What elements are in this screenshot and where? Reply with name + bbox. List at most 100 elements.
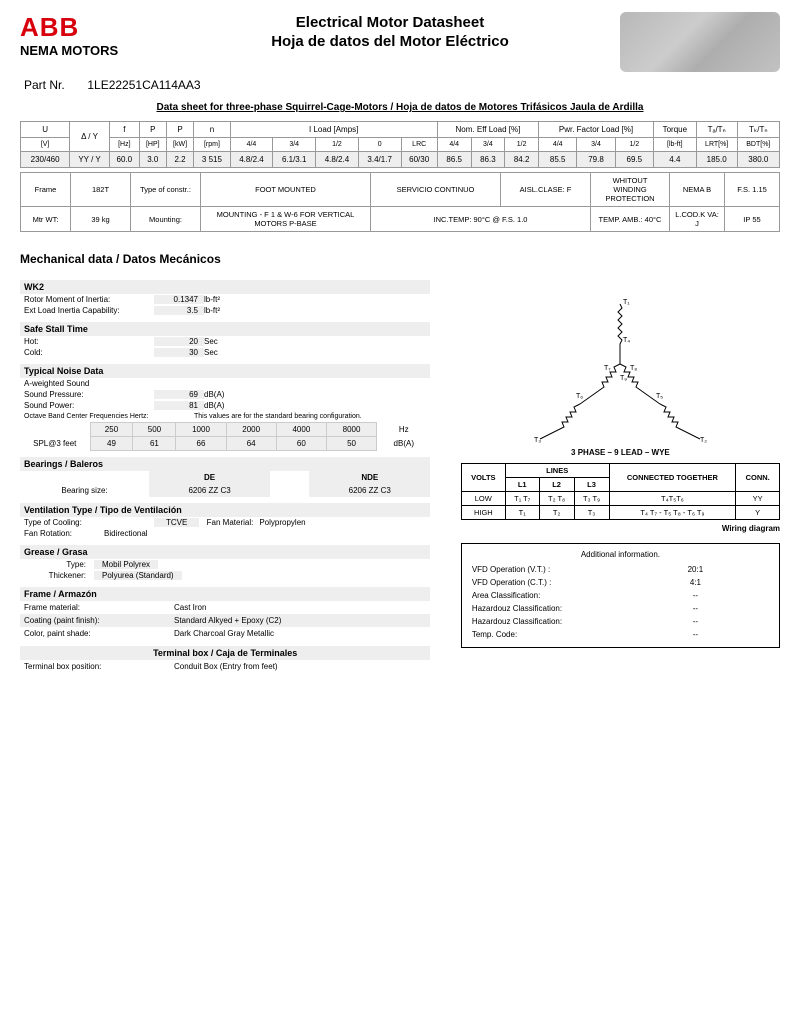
noise-heading: Typical Noise Data bbox=[20, 364, 430, 378]
subhdr-8: 1/2 bbox=[316, 138, 359, 152]
bearings-heading: Bearings / Baleros bbox=[20, 457, 430, 471]
grease-heading: Grease / Grasa bbox=[20, 545, 430, 559]
octfreq-0: 250 bbox=[90, 423, 133, 437]
hdr-p1: P bbox=[139, 122, 166, 138]
title-en: Electrical Motor Datasheet bbox=[160, 14, 620, 31]
addl-k-1: VFD Operation (C.T.) : bbox=[472, 578, 622, 587]
cell-4: 2.2 bbox=[166, 152, 194, 168]
part-number: 1LE22251CA114AA3 bbox=[87, 78, 200, 92]
addl-k-3: Hazardouz Classification: bbox=[472, 604, 622, 613]
svg-text:T₈: T₈ bbox=[630, 365, 637, 372]
cell-0: 230/460 bbox=[21, 152, 70, 168]
wirehigh-5: Y bbox=[736, 506, 780, 520]
info2-4: INC.TEMP: 90°C @ F.S. 1.0 bbox=[371, 207, 591, 232]
subhdr-6: 4/4 bbox=[230, 138, 273, 152]
cell-6: 4.8/2.4 bbox=[230, 152, 273, 168]
hdr-f: f bbox=[109, 122, 139, 138]
subhdr-9: 0 bbox=[358, 138, 401, 152]
wire-lines-hdr: LINES bbox=[505, 464, 609, 478]
wire-l1: L1 bbox=[505, 478, 539, 492]
svg-text:T₂: T₂ bbox=[700, 437, 707, 444]
wk2-heading: WK2 bbox=[20, 280, 430, 294]
wirelow-0: LOW bbox=[461, 492, 505, 506]
info1-4: SERVICIO CONTINUO bbox=[371, 173, 501, 207]
addl-row-4: Hazardouz Classification:-- bbox=[472, 615, 769, 628]
bear-size-label: Bearing size: bbox=[20, 484, 149, 497]
octfreq-5: 8000 bbox=[326, 423, 376, 437]
rotor-inertia-unit: lb-ft² bbox=[204, 295, 244, 304]
ventilation-heading: Ventilation Type / Tipo de Ventilación bbox=[20, 503, 430, 517]
coating-value: Standard Alkyed + Epoxy (C2) bbox=[154, 616, 426, 625]
octfreq-4: 4000 bbox=[276, 423, 326, 437]
cell-12: 86.3 bbox=[471, 152, 505, 168]
info1-2: Type of constr.: bbox=[131, 173, 201, 207]
addl-v-2: -- bbox=[622, 591, 769, 600]
hot-unit: Sec bbox=[204, 337, 244, 346]
main-data-table: U Δ / Y f P P n I Load [Amps] Nom. Eff L… bbox=[20, 121, 780, 168]
subhdr-12: 3/4 bbox=[471, 138, 505, 152]
svg-text:T₅: T₅ bbox=[656, 393, 663, 400]
cold-label: Cold: bbox=[24, 348, 154, 357]
addl-v-5: -- bbox=[622, 630, 769, 639]
motor-image bbox=[620, 12, 780, 72]
safe-stall-heading: Safe Stall Time bbox=[20, 322, 430, 336]
coating-label: Coating (paint finish): bbox=[24, 616, 154, 625]
octval-3: 64 bbox=[226, 437, 276, 451]
wirehigh-1: T₁ bbox=[505, 506, 539, 520]
cell-11: 86.5 bbox=[437, 152, 471, 168]
hdr-pf: Pwr. Factor Load [%] bbox=[539, 122, 654, 138]
cell-16: 69.5 bbox=[615, 152, 653, 168]
cell-10: 60/30 bbox=[401, 152, 437, 168]
sound-power-value: 81 bbox=[154, 401, 204, 410]
wirehigh-0: HIGH bbox=[461, 506, 505, 520]
sound-pressure-unit: dB(A) bbox=[204, 390, 244, 399]
ext-load-value: 3.5 bbox=[154, 306, 204, 315]
octave-label: Octave Band Center Frequencies Hertz: bbox=[24, 413, 194, 420]
octave-note: This values are for the standard bearing… bbox=[194, 413, 362, 420]
octval-2: 66 bbox=[176, 437, 226, 451]
title-es: Hoja de datos del Motor Eléctrico bbox=[160, 33, 620, 50]
subhdr-15: 3/4 bbox=[577, 138, 615, 152]
subhdr-3: [HP] bbox=[139, 138, 166, 152]
cell-5: 3 515 bbox=[194, 152, 230, 168]
info1-1: 182T bbox=[71, 173, 131, 207]
bear-nde-value: 6206 ZZ C3 bbox=[309, 484, 430, 497]
oct-row-label: SPL@3 feet bbox=[20, 437, 90, 451]
grease-type-label: Type: bbox=[24, 560, 94, 569]
wirehigh-2: T₂ bbox=[539, 506, 574, 520]
sound-pressure-value: 69 bbox=[154, 390, 204, 399]
wye-diagram: T₁ T₄ T₇ T₈ T₉ T₆ T₅ T₃ T₂ bbox=[500, 294, 740, 444]
addl-v-0: 20:1 bbox=[622, 565, 769, 574]
addl-k-5: Temp. Code: bbox=[472, 630, 622, 639]
addl-row-3: Hazardouz Classification:-- bbox=[472, 602, 769, 615]
addl-row-1: VFD Operation (C.T.) :4:1 bbox=[472, 576, 769, 589]
color-label: Color, paint shade: bbox=[24, 629, 154, 638]
wirelow-4: T₄T₅T₆ bbox=[609, 492, 736, 506]
tbox-value: Conduit Box (Entry from feet) bbox=[154, 662, 426, 671]
hot-label: Hot: bbox=[24, 337, 154, 346]
addl-row-0: VFD Operation (V.T.) :20:1 bbox=[472, 563, 769, 576]
fanrot-label: Fan Rotation: bbox=[24, 529, 104, 538]
cell-1: YY / Y bbox=[70, 152, 110, 168]
hot-value: 20 bbox=[154, 337, 204, 346]
wye-caption: 3 PHASE – 9 LEAD – WYE bbox=[461, 448, 780, 457]
wire-conn-hdr: CONN. bbox=[736, 464, 780, 492]
bearings-table: DENDE Bearing size:6206 ZZ C36206 ZZ C3 bbox=[20, 471, 430, 497]
info1-0: Frame bbox=[21, 173, 71, 207]
cell-14: 85.5 bbox=[539, 152, 577, 168]
hdr-u: U bbox=[21, 122, 70, 138]
hdr-tatn: Tₐ/Tₙ bbox=[696, 122, 737, 138]
svg-text:T₃: T₃ bbox=[534, 437, 541, 444]
info2-3: MOUNTING - F 1 & W-6 FOR VERTICAL MOTORS… bbox=[201, 207, 371, 232]
octave-table: 2505001000200040008000Hz SPL@3 feet49616… bbox=[20, 422, 430, 451]
terminal-box-heading: Terminal box / Caja de Terminales bbox=[20, 646, 430, 660]
addl-v-1: 4:1 bbox=[622, 578, 769, 587]
info1-5: AISL.CLASE: F bbox=[501, 173, 591, 207]
octval-1: 61 bbox=[133, 437, 176, 451]
grease-type-value: Mobil Polyrex bbox=[94, 560, 158, 569]
ext-load-label: Ext Load Inertia Capability: bbox=[24, 306, 154, 315]
ext-load-unit: lb-ft² bbox=[204, 306, 244, 315]
wiring-diagram-label: Wiring diagram bbox=[461, 524, 780, 533]
info2-6: L.COD.K VA: J bbox=[670, 207, 725, 232]
octfreq-2: 1000 bbox=[176, 423, 226, 437]
